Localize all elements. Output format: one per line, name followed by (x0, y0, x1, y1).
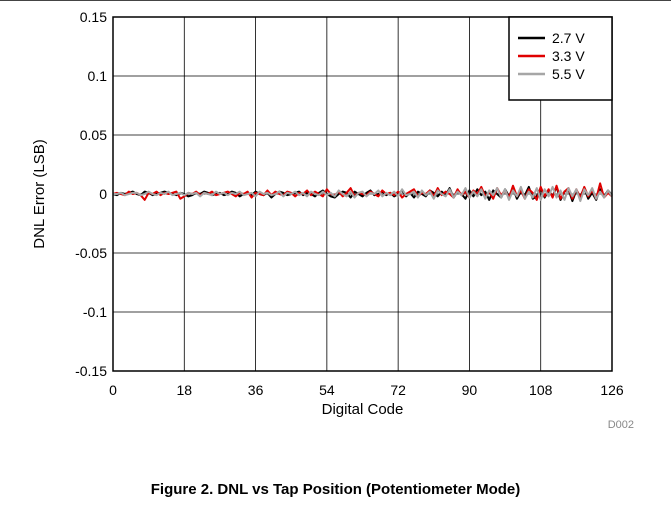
plot-frame (112, 16, 613, 372)
x-tick-label: 126 (600, 382, 624, 398)
series-line-3 (113, 185, 613, 203)
x-tick-label: 18 (176, 382, 192, 398)
legend-label: 5.5 V (552, 66, 585, 82)
x-tick-label: 90 (462, 382, 478, 398)
y-axis-label: DNL Error (LSB) (31, 139, 48, 248)
legend: 2.7 V 3.3 V 5.5 V (508, 16, 613, 101)
y-tick-label: -0.05 (75, 245, 107, 261)
tick-labels: 0 18 36 54 72 90 108 126 -0.15 -0.1 -0.05 0 0.05 0.1 0… (75, 9, 624, 398)
y-tick-label: 0.05 (80, 127, 107, 143)
top-rule (0, 0, 671, 1)
y-tick-label: 0.15 (80, 9, 107, 25)
figure-id: D002 (608, 419, 634, 431)
x-tick-label: 72 (390, 382, 406, 398)
x-axis-label: Digital Code (322, 401, 404, 418)
figure-caption: Figure 2. DNL vs Tap Position (Potentiom… (150, 481, 521, 498)
y-tick-label: -0.15 (75, 363, 107, 379)
legend-label: 3.3 V (552, 48, 585, 64)
legend-label: 2.7 V (552, 30, 585, 46)
x-tick-label: 54 (319, 382, 335, 398)
x-tick-label: 0 (109, 382, 117, 398)
series-lines (112, 182, 613, 203)
legend-box (508, 16, 613, 101)
series-line-2 (112, 182, 613, 201)
y-tick-label: 0.1 (88, 68, 108, 84)
y-tick-label: -0.1 (83, 304, 107, 320)
x-tick-label: 108 (529, 382, 553, 398)
x-tick-label: 36 (248, 382, 264, 398)
y-tick-label: 0 (99, 186, 107, 202)
